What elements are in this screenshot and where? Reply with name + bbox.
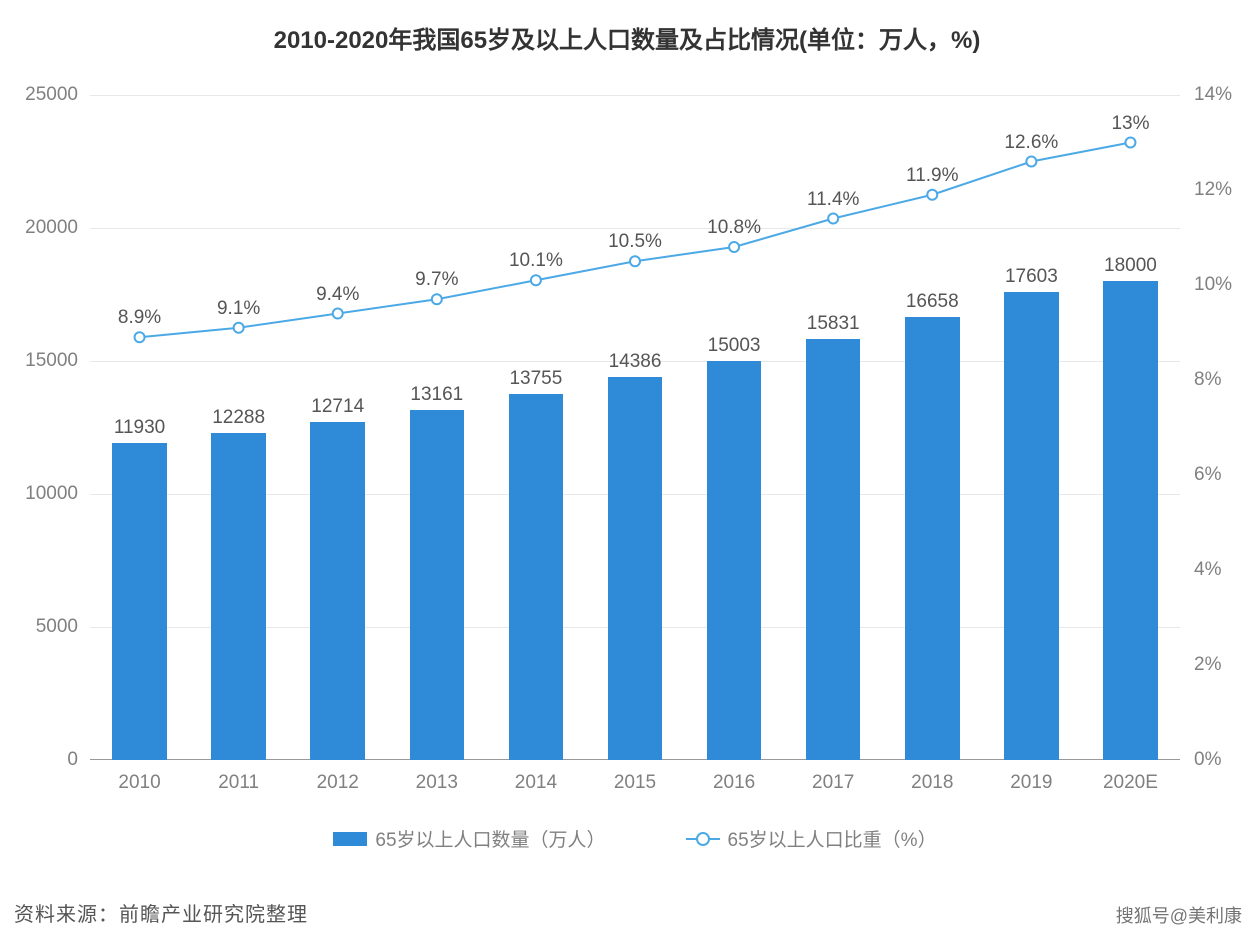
line-value-label: 10.1%: [509, 250, 563, 272]
y-left-tick-label: 15000: [8, 350, 78, 372]
bar-value-label: 14386: [609, 351, 662, 373]
line-value-label: 11.9%: [906, 165, 958, 187]
y-left-tick-label: 20000: [8, 217, 78, 239]
chart-title: 2010-2020年我国65岁及以上人口数量及占比情况(单位：万人，%): [0, 0, 1254, 55]
bar-value-label: 16658: [906, 291, 959, 313]
bar-value-label: 11930: [114, 417, 165, 439]
bar-value-label: 13755: [509, 368, 562, 390]
y-left-tick-label: 25000: [8, 84, 78, 106]
chart-root: 2010-2020年我国65岁及以上人口数量及占比情况(单位：万人，%) 65岁…: [0, 0, 1254, 940]
x-tick-label: 2019: [1010, 772, 1052, 794]
line-value-label: 12.6%: [1004, 132, 1058, 154]
y-right-tick-label: 14%: [1194, 84, 1232, 106]
line-value-label: 11.4%: [807, 189, 859, 211]
y-right-tick-label: 12%: [1194, 179, 1232, 201]
x-tick-label: 2011: [218, 772, 259, 794]
y-right-tick-label: 8%: [1194, 369, 1221, 391]
y-left-tick-label: 0: [8, 749, 78, 771]
x-tick-label: 2020E: [1103, 772, 1158, 794]
x-tick-label: 2017: [812, 772, 854, 794]
x-tick-label: 2014: [515, 772, 557, 794]
line-value-label: 8.9%: [118, 307, 161, 329]
x-tick-label: 2012: [317, 772, 359, 794]
bar-value-label: 12288: [212, 407, 265, 429]
legend-bar-icon: [333, 832, 367, 846]
x-tick-label: 2010: [118, 772, 160, 794]
x-tick-label: 2015: [614, 772, 656, 794]
line-value-label: 9.1%: [217, 298, 260, 320]
bar-value-label: 15003: [708, 335, 761, 357]
x-tick-label: 2018: [911, 772, 953, 794]
legend-item-bar: 65岁以上人口数量（万人）: [333, 825, 605, 852]
bar-value-label: 13161: [410, 384, 463, 406]
y-right-tick-label: 10%: [1194, 274, 1232, 296]
line-value-label: 13%: [1111, 113, 1149, 135]
bar-value-label: 17603: [1005, 266, 1058, 288]
bar-value-label: 12714: [311, 396, 364, 418]
bar-value-label: 15831: [807, 313, 860, 335]
legend: 65岁以上人口数量（万人） 65岁以上人口比重（%）: [90, 825, 1180, 852]
line-value-label: 9.7%: [415, 269, 458, 291]
y-left-tick-label: 10000: [8, 483, 78, 505]
legend-bar-label: 65岁以上人口数量（万人）: [375, 825, 605, 852]
legend-line-label: 65岁以上人口比重（%）: [728, 825, 937, 852]
watermark: 搜狐号@美利康: [1116, 902, 1242, 928]
line-value-label: 10.5%: [608, 231, 662, 253]
source-text: 资料来源：前瞻产业研究院整理: [14, 898, 308, 927]
y-right-tick-label: 4%: [1194, 559, 1221, 581]
line-value-label: 10.8%: [707, 217, 761, 239]
x-tick-label: 2013: [416, 772, 458, 794]
y-right-tick-label: 0%: [1194, 749, 1221, 771]
legend-item-line: 65岁以上人口比重（%）: [686, 825, 937, 852]
bar-value-label: 18000: [1104, 255, 1157, 277]
y-left-tick-label: 5000: [8, 616, 78, 638]
y-right-tick-label: 6%: [1194, 464, 1221, 486]
line-value-label: 9.4%: [316, 284, 359, 306]
legend-line-icon: [686, 838, 720, 840]
x-tick-label: 2016: [713, 772, 755, 794]
y-right-tick-label: 2%: [1194, 654, 1221, 676]
